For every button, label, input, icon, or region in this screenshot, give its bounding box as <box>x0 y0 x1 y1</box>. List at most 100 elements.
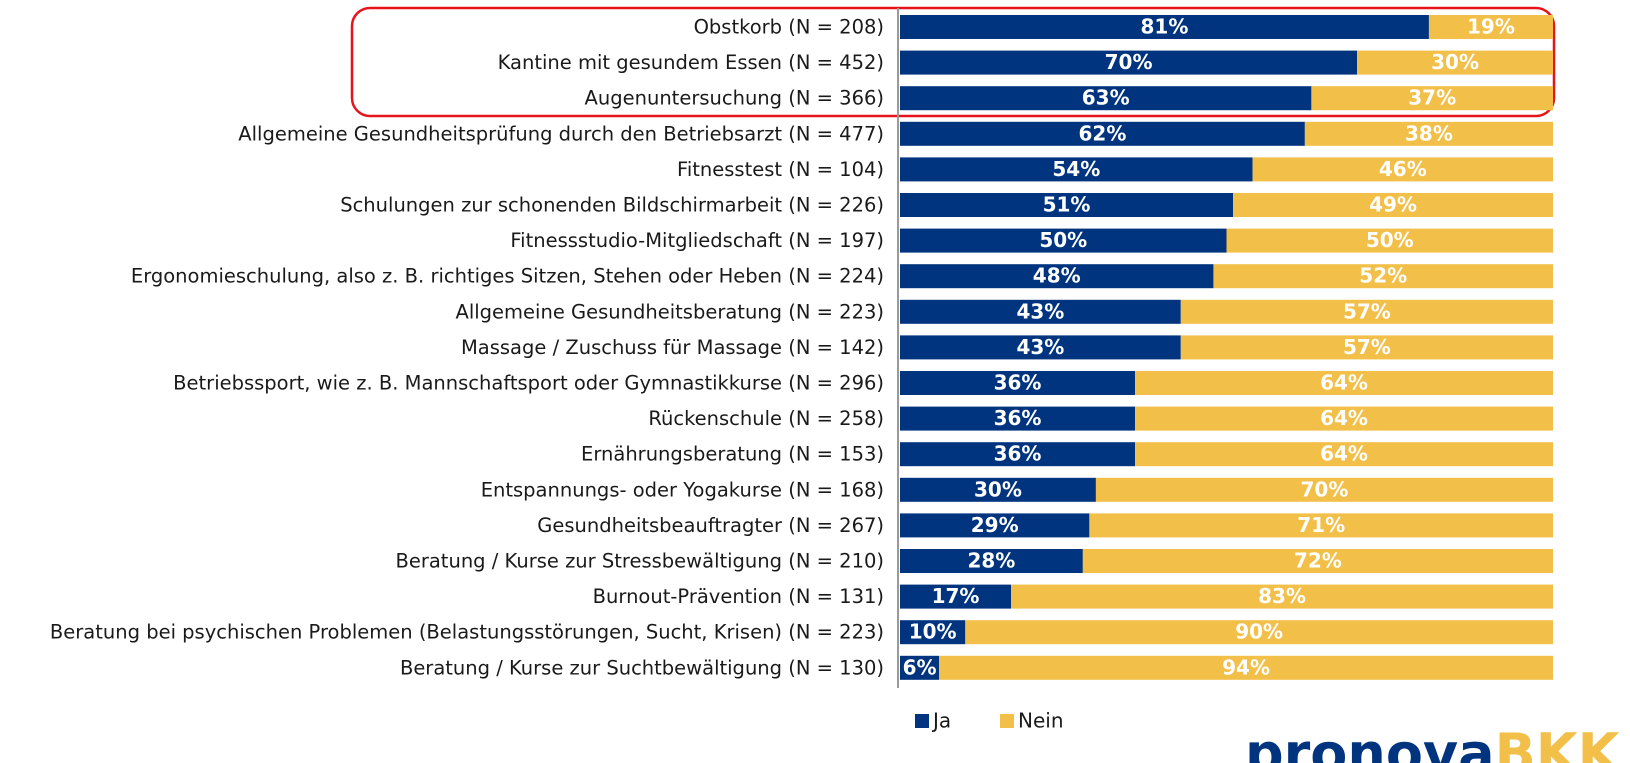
bar-segment <box>900 335 1181 360</box>
bar-segment <box>900 121 1305 146</box>
value-label: 64% <box>1320 406 1368 430</box>
category-label: Fitnessstudio-Mitgliedschaft (N = 197) <box>510 229 884 252</box>
value-label: 57% <box>1343 335 1391 359</box>
value-label: 50% <box>1366 228 1414 252</box>
legend-swatch <box>915 714 929 728</box>
category-label: Rückenschule (N = 258) <box>648 407 884 430</box>
value-label: 62% <box>1078 121 1126 145</box>
value-label: 46% <box>1379 157 1427 181</box>
category-label: Allgemeine Gesundheitsprüfung durch den … <box>238 122 884 145</box>
value-label: 36% <box>994 442 1042 466</box>
category-label: Augenuntersuchung (N = 366) <box>585 87 884 110</box>
value-label: 28% <box>967 549 1015 573</box>
category-label: Fitnesstest (N = 104) <box>677 158 884 181</box>
value-label: 51% <box>1043 193 1091 217</box>
value-label: 10% <box>909 620 957 644</box>
value-label: 36% <box>994 371 1042 395</box>
value-label: 6% <box>903 655 937 679</box>
bar-segment <box>1089 513 1553 538</box>
value-label: 30% <box>1431 50 1479 74</box>
value-label: 94% <box>1222 655 1270 679</box>
bar-segment <box>1011 584 1553 609</box>
value-label: 49% <box>1369 193 1417 217</box>
category-label: Betriebssport, wie z. B. Mannschaftsport… <box>173 372 884 395</box>
value-label: 19% <box>1467 15 1515 39</box>
value-label: 30% <box>974 477 1022 501</box>
highlight-box <box>350 6 1556 118</box>
category-label: Ergonomieschulung, also z. B. richtiges … <box>131 265 884 288</box>
bar-segment <box>1226 228 1553 253</box>
legend-label: Nein <box>1018 709 1064 733</box>
bar-segment <box>1233 193 1553 217</box>
bar-segment <box>1135 371 1553 395</box>
bar-segment <box>1213 264 1553 289</box>
bar-segment <box>1082 549 1553 573</box>
logo-part: pronova <box>1245 722 1495 763</box>
value-label: 83% <box>1258 584 1306 608</box>
value-label: 29% <box>971 513 1019 537</box>
value-label: 52% <box>1359 264 1407 288</box>
value-label: 71% <box>1297 513 1345 537</box>
value-label: 64% <box>1320 442 1368 466</box>
value-label: 90% <box>1235 620 1283 644</box>
value-label: 81% <box>1141 15 1189 39</box>
bar-segment <box>900 442 1136 467</box>
value-label: 43% <box>1016 299 1064 323</box>
bar-segment <box>900 299 1181 324</box>
bar-segment <box>1304 121 1553 146</box>
logo-part: BKK <box>1495 722 1622 763</box>
bar-segment <box>1135 406 1553 431</box>
category-label: Beratung bei psychischen Problemen (Bela… <box>50 621 884 644</box>
bar-segment <box>1095 477 1553 502</box>
bar-segment <box>900 406 1136 431</box>
category-label: Massage / Zuschuss für Massage (N = 142) <box>461 336 884 359</box>
bar-segment <box>900 477 1096 502</box>
value-label: 38% <box>1405 121 1453 145</box>
category-label: Burnout-Prävention (N = 131) <box>593 585 884 608</box>
bar-segment <box>1252 157 1553 182</box>
bar-segment <box>900 228 1227 253</box>
bar-segment <box>939 655 1553 680</box>
value-label: 43% <box>1016 335 1064 359</box>
value-label: 37% <box>1408 86 1456 110</box>
category-label: Beratung / Kurse zur Stressbewältigung (… <box>395 550 884 573</box>
bar-segment <box>900 584 1012 609</box>
category-label: Obstkorb (N = 208) <box>694 16 884 39</box>
bar-segment <box>900 193 1234 217</box>
value-label: 70% <box>1301 477 1349 501</box>
bar-segment <box>900 15 1429 39</box>
value-label: 63% <box>1082 86 1130 110</box>
bar-segment <box>900 371 1136 395</box>
value-label: 64% <box>1320 371 1368 395</box>
bar-segment <box>1357 50 1553 75</box>
bar-segment <box>900 264 1214 289</box>
category-label: Gesundheitsbeauftragter (N = 267) <box>537 514 884 537</box>
bar-segment <box>900 86 1312 111</box>
category-label: Beratung / Kurse zur Suchtbewältigung (N… <box>400 656 884 679</box>
bar-segment <box>965 620 1553 645</box>
value-label: 50% <box>1039 228 1087 252</box>
bar-segment <box>900 655 940 680</box>
category-label: Schulungen zur schonenden Bildschirmarbe… <box>340 194 884 217</box>
bar-segment <box>900 513 1090 538</box>
legend-label: Ja <box>931 709 951 733</box>
category-label: Entspannungs- oder Yogakurse (N = 168) <box>481 478 884 501</box>
bar-segment <box>900 50 1358 75</box>
legend-swatch <box>1000 714 1014 728</box>
bar-segment <box>900 549 1083 573</box>
category-label: Allgemeine Gesundheitsberatung (N = 223) <box>456 300 885 323</box>
value-label: 57% <box>1343 299 1391 323</box>
category-label: Kantine mit gesundem Essen (N = 452) <box>498 51 884 74</box>
value-label: 54% <box>1052 157 1100 181</box>
value-label: 72% <box>1294 549 1342 573</box>
value-label: 48% <box>1033 264 1081 288</box>
value-label: 17% <box>932 584 980 608</box>
value-label: 70% <box>1105 50 1153 74</box>
logo: pronovaBKK <box>1245 722 1622 763</box>
bar-segment <box>1428 15 1553 39</box>
bar-segment <box>1180 299 1553 324</box>
bar-segment <box>900 620 966 645</box>
value-label: 36% <box>994 406 1042 430</box>
